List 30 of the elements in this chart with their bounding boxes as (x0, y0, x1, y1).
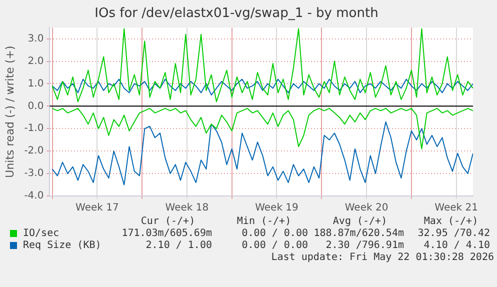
text: Max (-/+) (422, 216, 480, 227)
y-tick-label: 1.0 (28, 78, 44, 90)
x-tick-label: Week 17 (76, 202, 119, 214)
y-tick-label: -4.0 (24, 190, 44, 202)
text: 2.10 / 1.00 (144, 240, 213, 251)
text: 188.87m/620.54m (312, 228, 405, 239)
y-axis-title: Units read (-) / write (+) (3, 46, 16, 178)
x-tick-label: Week 20 (344, 202, 388, 214)
x-tick-label: Week 18 (165, 202, 209, 214)
x-tick-label: Week 21 (434, 202, 478, 214)
text: 4.10 / 4.10 (422, 240, 491, 251)
text: Cur (-/+) (140, 216, 196, 227)
chart-title: IOs for /dev/elastx01-vg/swap_1 - by month (94, 6, 378, 22)
text: Min (-/+) (236, 216, 292, 227)
text: 0.00 / 0.00 (240, 228, 309, 239)
text: 0.00 / 0.00 (240, 240, 309, 251)
y-tick-label: 0.0 (28, 100, 44, 112)
text: Last update: Fri May 22 01:30:28 2026 (270, 252, 494, 263)
x-tick-label: Week 19 (255, 202, 298, 214)
y-tick-label: 2.0 (28, 56, 44, 67)
y-tick-label: -2.0 (24, 146, 44, 157)
legend-label: Req Size (KB) (23, 240, 102, 251)
y-tick-label: -3.0 (24, 168, 44, 180)
text: Avg (-/+) (332, 216, 388, 227)
y-tick-label: -1.0 (24, 123, 44, 134)
y-tick-label: 3.0 (28, 33, 44, 44)
text: 32.95 /70.42 (416, 228, 491, 239)
text: 2.30 /796.91m (324, 240, 405, 251)
legend-label: IO/sec (23, 228, 60, 239)
text: 171.03m/605.69m (120, 228, 213, 239)
